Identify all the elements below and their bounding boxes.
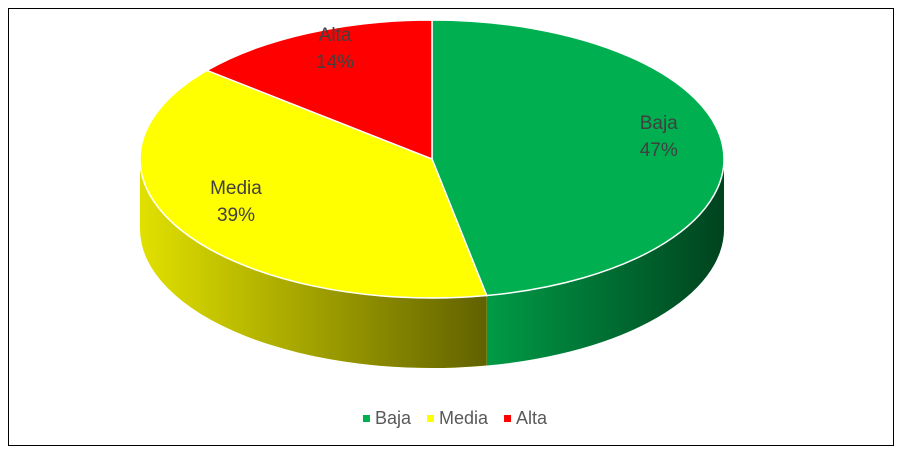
legend-label: Media bbox=[439, 408, 489, 428]
data-labels: Baja 47% Media 39% Alta 14% bbox=[210, 25, 678, 226]
slice-top bbox=[139, 69, 488, 299]
data-label-value: 14% bbox=[316, 52, 354, 73]
slice-side-shade bbox=[140, 159, 487, 368]
slice bbox=[205, 19, 433, 161]
slice-side-shade bbox=[486, 159, 724, 366]
data-label-value: 39% bbox=[217, 205, 255, 226]
pie-sides bbox=[140, 159, 724, 368]
legend: Baja Media Alta bbox=[362, 408, 548, 428]
legend-swatch bbox=[362, 415, 370, 422]
data-label-category: Baja bbox=[640, 113, 678, 134]
legend-label: Baja bbox=[375, 408, 412, 428]
legend-swatch bbox=[426, 415, 434, 422]
slice-top bbox=[431, 19, 725, 297]
pie-tops bbox=[139, 19, 725, 299]
slice-top bbox=[205, 19, 433, 161]
data-label-category: Media bbox=[210, 178, 262, 199]
slice bbox=[431, 19, 725, 297]
slice bbox=[139, 69, 488, 299]
legend-label: Alta bbox=[516, 408, 548, 428]
data-label-category: Alta bbox=[319, 25, 352, 46]
legend-swatch bbox=[504, 415, 512, 422]
data-label-value: 47% bbox=[640, 140, 678, 161]
